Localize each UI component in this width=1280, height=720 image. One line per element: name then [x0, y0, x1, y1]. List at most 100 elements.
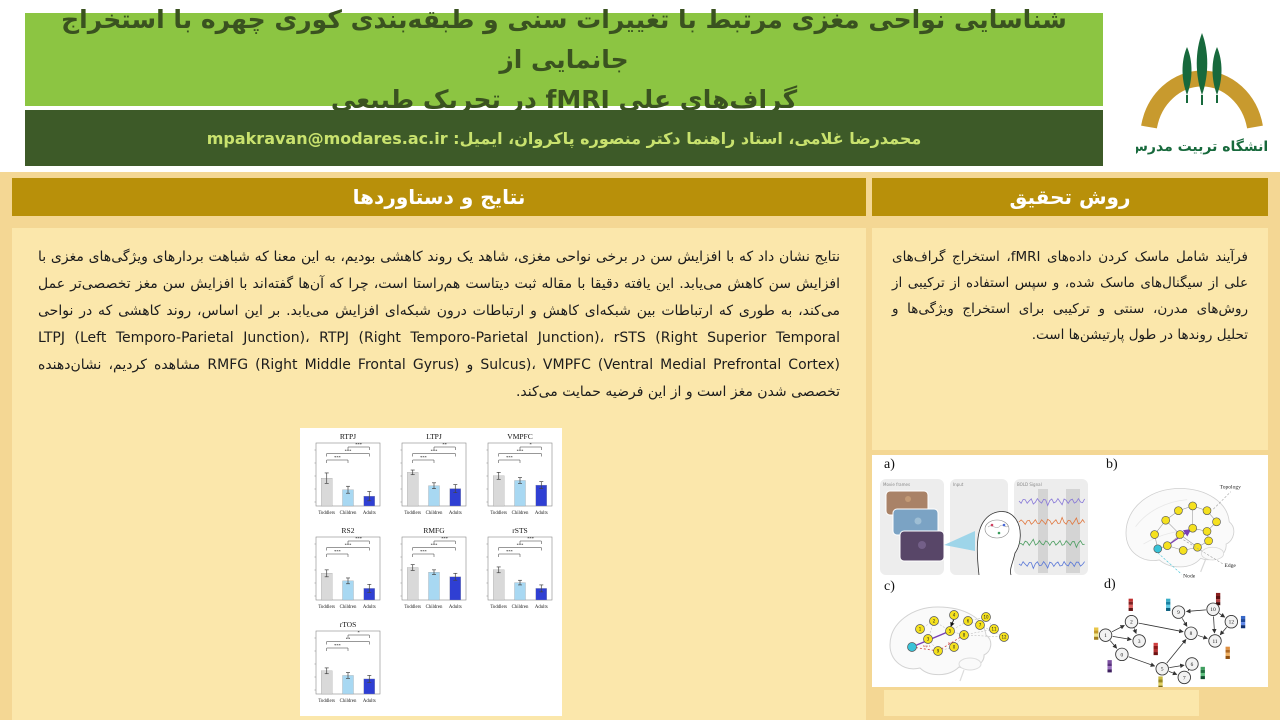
- svg-text:11: 11: [1212, 639, 1217, 645]
- svg-text:Toddlers: Toddlers: [490, 605, 507, 610]
- svg-text:Children: Children: [340, 699, 357, 704]
- chart-ltpj: LTPJ Toddlers Children Adults *** *** **: [388, 430, 474, 524]
- author-names: محمدرضا غلامی، استاد راهنما دکتر منصوره …: [447, 128, 922, 148]
- svg-text:Input: Input: [953, 482, 964, 487]
- svg-text:Topology: Topology: [1220, 484, 1241, 490]
- svg-text:Adults: Adults: [535, 511, 548, 516]
- svg-text:Children: Children: [512, 605, 529, 610]
- method-heading: روش تحقیق: [1009, 185, 1131, 209]
- svg-text:Children: Children: [426, 511, 443, 516]
- figure-label-a: a): [884, 457, 895, 472]
- svg-text:Adults: Adults: [363, 605, 376, 610]
- svg-text:Toddlers: Toddlers: [318, 605, 335, 610]
- svg-text:7: 7: [979, 623, 982, 628]
- svg-text:Toddlers: Toddlers: [404, 605, 421, 610]
- svg-text:***: ***: [345, 449, 353, 454]
- poster-title-line1: شناسایی نواحی مغزی مرتبط با تغییرات سنی …: [61, 4, 1067, 74]
- svg-text:10: 10: [983, 615, 989, 620]
- figure-label-c: c): [884, 579, 895, 594]
- chart-rtos: rTOS Toddlers Children Adults *** ** *: [302, 618, 388, 712]
- svg-text:LTPJ: LTPJ: [426, 432, 442, 441]
- university-logo-icon: دانشگاه تربیت مدرس: [1136, 33, 1268, 155]
- svg-text:1: 1: [919, 627, 922, 632]
- svg-text:***: ***: [334, 643, 342, 648]
- svg-text:***: ***: [431, 543, 439, 548]
- svg-text:Adults: Adults: [363, 511, 376, 516]
- svg-text:BOLD Signal: BOLD Signal: [1017, 482, 1042, 487]
- svg-text:***: ***: [345, 543, 353, 548]
- svg-text:Children: Children: [340, 605, 357, 610]
- poster-body: نتایج و دستاوردها نتایج نشان داد که با ا…: [0, 172, 1280, 720]
- svg-text:6: 6: [1191, 662, 1194, 668]
- svg-text:6: 6: [967, 619, 970, 624]
- svg-text:***: ***: [420, 455, 428, 460]
- svg-text:***: ***: [431, 449, 439, 454]
- svg-text:1: 1: [1104, 633, 1107, 639]
- svg-text:***: ***: [506, 549, 513, 554]
- svg-text:Children: Children: [340, 511, 357, 516]
- svg-text:Edge: Edge: [1224, 563, 1236, 569]
- author-bar: محمدرضا غلامی، استاد راهنما دکتر منصوره …: [25, 110, 1103, 166]
- svg-text:***: ***: [420, 549, 428, 554]
- svg-text:5: 5: [1161, 667, 1164, 673]
- results-paragraph: نتایج نشان داد که با افزایش سن در برخی ن…: [38, 249, 840, 400]
- chart-rsts: rSTS Toddlers Children Adults *** *** ***: [474, 524, 560, 618]
- results-charts: RTPJ Toddlers Children Adults *** *** *** LTPJ T…: [300, 428, 562, 716]
- poster-title-bar: شناسایی نواحی مغزی مرتبط با تغییرات سنی …: [25, 5, 1103, 114]
- svg-text:Toddlers: Toddlers: [404, 511, 421, 516]
- svg-text:***: ***: [355, 536, 363, 541]
- svg-text:*: *: [530, 442, 533, 447]
- method-paragraph: فرآیند شامل ماسک کردن داده‌های fMRI، است…: [892, 249, 1249, 343]
- svg-text:*: *: [358, 630, 361, 635]
- svg-text:RMFG: RMFG: [423, 526, 445, 535]
- svg-text:Adults: Adults: [363, 699, 376, 704]
- svg-text:5: 5: [949, 629, 952, 634]
- svg-text:Node: Node: [1183, 573, 1196, 579]
- svg-text:0: 0: [953, 645, 956, 650]
- method-panel: فرآیند شامل ماسک کردن داده‌های fMRI، است…: [872, 228, 1268, 450]
- university-logo: دانشگاه تربیت مدرس: [1136, 2, 1268, 168]
- chart-rtpj: RTPJ Toddlers Children Adults *** *** ***: [302, 430, 388, 524]
- email-link[interactable]: mpakravan@modares.ac.ir: [206, 128, 448, 148]
- svg-text:***: ***: [334, 455, 342, 460]
- method-header-bar: روش تحقیق: [872, 178, 1268, 216]
- results-panel: نتایج نشان داد که با افزایش سن در برخی ن…: [12, 228, 866, 720]
- svg-text:2: 2: [1130, 620, 1133, 626]
- chart-rs2: RS2 Toddlers Children Adults *** *** ***: [302, 524, 388, 618]
- method-column: روش تحقیق فرآیند شامل ماسک کردن داده‌های…: [872, 172, 1268, 720]
- svg-text:VMPFC: VMPFC: [507, 432, 532, 441]
- svg-text:3: 3: [927, 637, 930, 642]
- svg-text:10: 10: [1210, 607, 1216, 613]
- svg-text:RTPJ: RTPJ: [340, 432, 356, 441]
- svg-text:11: 11: [991, 627, 997, 632]
- method-bottom-strip: [884, 690, 1199, 716]
- university-name: دانشگاه تربیت مدرس: [1136, 138, 1268, 155]
- svg-text:Adults: Adults: [449, 511, 462, 516]
- svg-text:Toddlers: Toddlers: [318, 699, 335, 704]
- brain-graph-topology-figure: Topology Edge Node: [1125, 484, 1241, 579]
- figure-label-b: b): [1106, 457, 1118, 472]
- svg-text:**: **: [346, 637, 351, 642]
- svg-text:9: 9: [937, 649, 940, 654]
- svg-text:4: 4: [953, 613, 956, 618]
- author-line: محمدرضا غلامی، استاد راهنما دکتر منصوره …: [207, 129, 922, 148]
- stimulus-pipeline-figure: Movie frames Input BOLD Signal: [880, 479, 1088, 576]
- svg-text:12: 12: [1001, 635, 1007, 640]
- method-figure: a) b) c) d) Movie frames Input BOLD Signal…: [872, 455, 1268, 687]
- svg-text:Toddlers: Toddlers: [318, 511, 335, 516]
- results-column: نتایج و دستاوردها نتایج نشان داد که با ا…: [12, 172, 866, 720]
- brain-hops-figure: hop 1hop 20123456789101112: [889, 606, 1009, 682]
- chart-rmfg: RMFG Toddlers Children Adults *** *** ***: [388, 524, 474, 618]
- svg-text:***: ***: [527, 536, 535, 541]
- svg-text:***: ***: [506, 455, 513, 460]
- figure-label-d: d): [1104, 577, 1116, 592]
- svg-text:***: ***: [517, 449, 525, 454]
- svg-text:Children: Children: [426, 605, 443, 610]
- svg-text:***: ***: [355, 442, 363, 447]
- svg-text:Children: Children: [512, 511, 529, 516]
- svg-text:rSTS: rSTS: [512, 526, 527, 535]
- svg-text:***: ***: [441, 536, 449, 541]
- svg-text:Adults: Adults: [535, 605, 548, 610]
